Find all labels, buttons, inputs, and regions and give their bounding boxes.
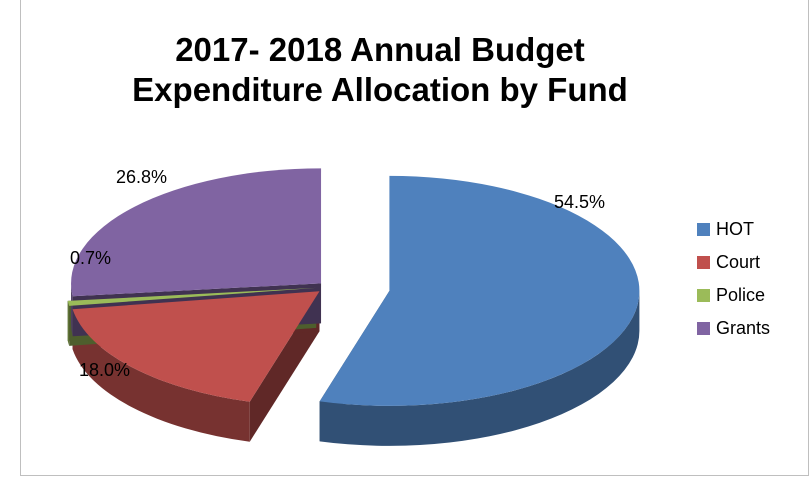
chart-frame [20,0,809,476]
pie-top-grants [71,168,322,297]
chart-title-line-1: 2017- 2018 Annual Budget [175,31,585,68]
legend-label-hot: HOT [716,219,754,239]
legend-swatch-court [697,256,710,269]
slice-label-court: 18.0% [79,360,131,380]
legend-label-police: Police [716,285,766,305]
pie-side-court [72,309,250,442]
pie-top-court [72,291,320,402]
slice-label-hot: 54.5% [554,192,606,212]
legend-label-court: Court [716,252,761,272]
legend-swatch-police [697,289,710,302]
pie-side-police [67,300,70,346]
legend-item-police: Police [697,279,770,312]
chart-title-line-2: Expenditure Allocation by Fund [132,71,628,108]
chart-title: 2017- 2018 Annual Budget Expenditure All… [120,30,640,110]
legend-swatch-hot [697,223,710,236]
slice-label-grants: 26.8% [116,167,168,187]
legend-item-hot: HOT [697,213,770,246]
legend-item-court: Court [697,246,770,279]
pie-top-police [67,287,317,306]
legend-label-grants: Grants [716,318,771,338]
legend-swatch-grants [697,322,710,335]
legend: HOT Court Police Grants [697,213,770,345]
pie-side-grants [71,283,73,337]
legend-item-grants: Grants [697,312,770,345]
slice-label-police: 0.7% [70,248,112,268]
pie-side-hot [319,290,640,446]
pie-top-hot [319,175,640,406]
